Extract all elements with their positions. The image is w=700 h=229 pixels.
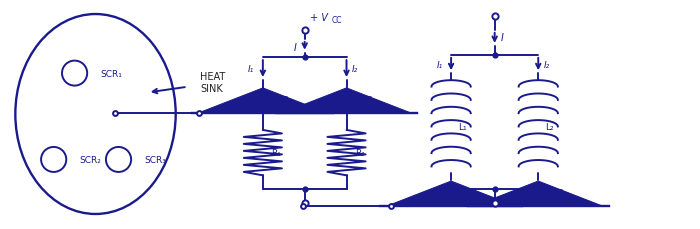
Text: SCR₃: SCR₃: [144, 155, 166, 164]
Text: L₂: L₂: [545, 123, 554, 131]
Text: I₁: I₁: [248, 65, 255, 74]
Text: SCR₁: SCR₁: [459, 188, 482, 197]
Text: I: I: [293, 43, 296, 53]
Polygon shape: [199, 88, 327, 113]
Text: I₁: I₁: [437, 60, 442, 69]
Text: I: I: [500, 33, 503, 43]
Text: SCR₂: SCR₂: [355, 95, 377, 104]
Text: SCR₁: SCR₁: [271, 95, 293, 104]
Text: I₂: I₂: [352, 65, 358, 74]
Polygon shape: [282, 88, 411, 113]
Text: L₁: L₁: [458, 123, 467, 131]
Text: R₂: R₂: [355, 148, 365, 158]
Text: + V: + V: [310, 13, 328, 23]
Text: SCR₁: SCR₁: [100, 69, 122, 78]
Text: CC: CC: [331, 15, 342, 25]
Text: SCR₂: SCR₂: [547, 188, 568, 197]
Polygon shape: [474, 181, 603, 206]
Text: I₂: I₂: [544, 60, 550, 69]
Polygon shape: [387, 181, 515, 206]
Text: HEAT
SINK: HEAT SINK: [200, 72, 225, 94]
Text: SCR₂: SCR₂: [80, 155, 101, 164]
Text: R₁: R₁: [271, 148, 281, 158]
